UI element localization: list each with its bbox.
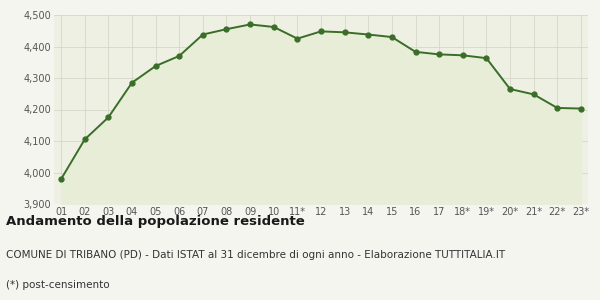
Text: (*) post-censimento: (*) post-censimento: [6, 280, 110, 290]
Text: Andamento della popolazione residente: Andamento della popolazione residente: [6, 214, 305, 227]
Text: COMUNE DI TRIBANO (PD) - Dati ISTAT al 31 dicembre di ogni anno - Elaborazione T: COMUNE DI TRIBANO (PD) - Dati ISTAT al 3…: [6, 250, 505, 260]
